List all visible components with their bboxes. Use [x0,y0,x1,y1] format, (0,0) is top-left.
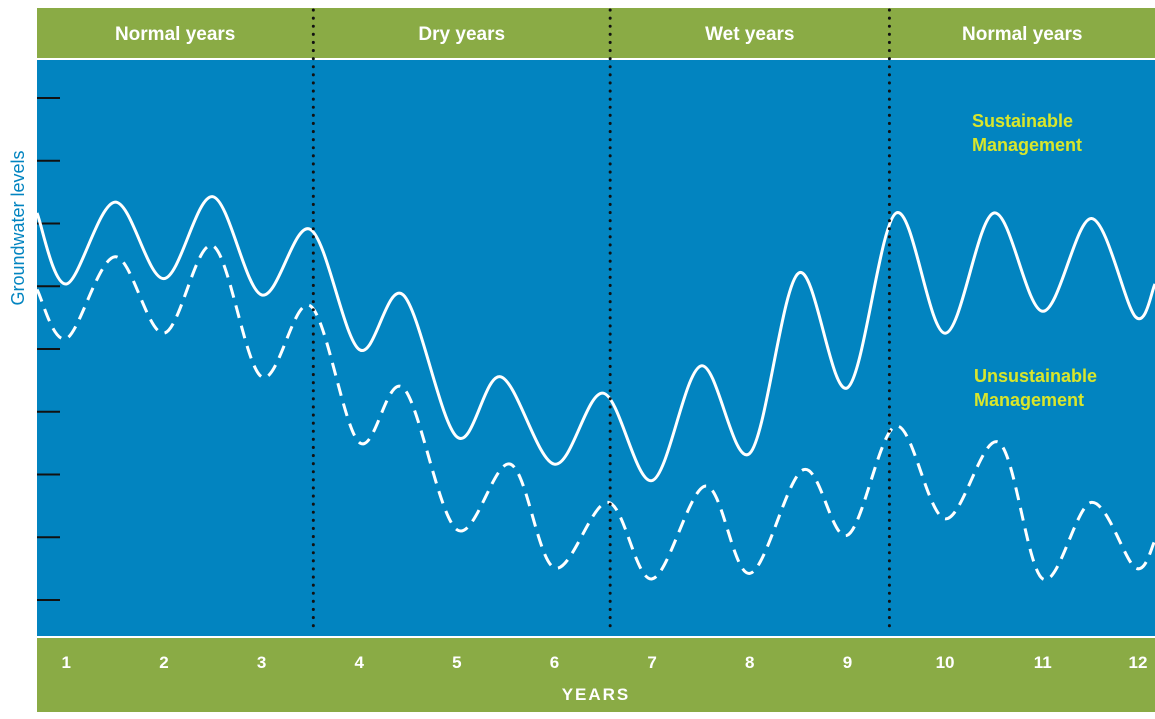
plot-area [37,60,1155,636]
x-tick-label: 6 [550,653,559,672]
x-axis-title: YEARS [562,685,631,704]
top-band [37,8,1155,58]
x-tick-label: 10 [936,653,955,672]
x-axis-ticks: 1 2 3 4 5 6 7 8 9 10 11 12 [62,653,1148,672]
unsustainable-label-line1: Unsustainable [974,366,1097,386]
x-tick-label: 3 [257,653,266,672]
period-labels: Normal years Dry years Wet years Normal yea… [115,24,1082,45]
period-label: Normal years [962,24,1082,45]
y-axis-title: Groundwater levels [8,150,28,305]
x-tick-label: 11 [1034,653,1052,672]
x-tick-label: 1 [62,653,71,672]
unsustainable-label: Unsustainable Management [974,366,1102,410]
x-tick-label: 2 [159,653,168,672]
unsustainable-series-line [35,244,1155,581]
sustainable-series-line [35,195,1155,483]
sustainable-label-line1: Sustainable [972,111,1073,131]
x-tick-label: 4 [354,653,364,672]
x-tick-label: 8 [745,653,754,672]
period-label: Normal years [115,24,235,45]
series-layer [35,195,1155,581]
period-dividers [311,8,891,630]
x-tick-label: 12 [1129,653,1148,672]
unsustainable-label-line2: Management [974,390,1084,410]
sustainable-label-line2: Management [972,135,1082,155]
x-tick-label: 9 [843,653,852,672]
period-label: Dry years [418,24,505,45]
x-tick-label: 7 [647,653,656,672]
period-label: Wet years [705,24,794,45]
x-tick-label: 5 [452,653,461,672]
sustainable-label: Sustainable Management [972,111,1082,155]
bottom-band [37,638,1155,712]
